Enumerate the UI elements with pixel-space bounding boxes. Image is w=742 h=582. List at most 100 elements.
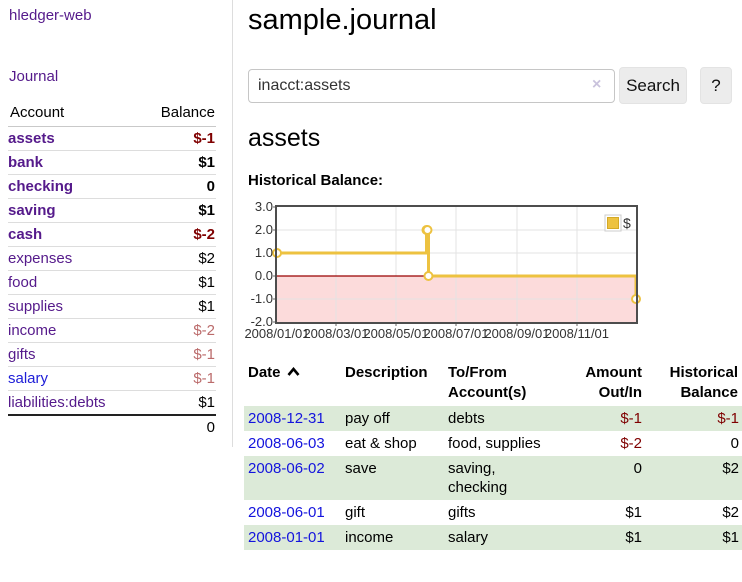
sidebar-account-checking[interactable]: checking: [8, 178, 74, 195]
account-row: income $-2: [8, 318, 216, 343]
sidebar-item-journal[interactable]: Journal: [9, 68, 59, 85]
sidebar-account-saving[interactable]: saving: [8, 202, 56, 219]
help-button[interactable]: ?: [700, 67, 732, 104]
svg-text:$: $: [623, 215, 631, 231]
transaction-accounts: food, supplies: [448, 435, 541, 452]
transaction-amount: $1: [625, 529, 642, 546]
chart-canvas: $: [272, 205, 641, 326]
sidebar-account-bank[interactable]: bank: [8, 154, 44, 171]
account-balance: $2: [139, 246, 216, 271]
transaction-accounts: gifts: [448, 504, 476, 521]
y-axis-tick-label: 0.0: [254, 268, 273, 283]
transaction-amount: $-1: [620, 410, 642, 427]
register-body: 2008-12-31 pay off debts $-1 $-1 2008-06-03 ea…: [244, 406, 742, 550]
sidebar-account-cash[interactable]: cash: [8, 226, 43, 243]
transaction-balance: $2: [722, 460, 739, 477]
transaction-row: 2008-06-01 gift gifts $1 $2: [244, 500, 742, 525]
register-header-tofrom[interactable]: To/From Account(s): [448, 364, 527, 401]
sidebar-account-liabilities-debts[interactable]: liabilities:debts: [8, 394, 106, 411]
sidebar-account-food[interactable]: food: [8, 274, 38, 291]
transaction-balance: $1: [722, 529, 739, 546]
register-table: Date Description To/From Account(s) Amount Ou…: [244, 362, 742, 550]
transaction-description: eat & shop: [345, 435, 417, 452]
account-balance: $-2: [139, 222, 216, 247]
sidebar-account-supplies[interactable]: supplies: [8, 298, 64, 315]
transaction-amount: $-2: [620, 435, 642, 452]
transaction-date-link[interactable]: 2008-06-02: [248, 460, 325, 477]
transaction-date-link[interactable]: 2008-01-01: [248, 529, 325, 546]
transaction-description: pay off: [345, 410, 390, 427]
account-balance: $1: [139, 150, 216, 175]
transaction-balance: $2: [722, 504, 739, 521]
sidebar-account-expenses[interactable]: expenses: [8, 250, 73, 267]
account-balance: $1: [139, 270, 216, 295]
account-row: checking 0: [8, 174, 216, 199]
sidebar-account-salary[interactable]: salary: [8, 370, 49, 387]
x-axis-tick-label: 2008/09/01: [484, 326, 550, 341]
account-balance: $-1: [139, 342, 216, 367]
account-row: expenses $2: [8, 246, 216, 271]
sort-ascending-icon: [287, 367, 300, 376]
account-row: assets $-1: [8, 126, 216, 151]
account-row: bank $1: [8, 150, 216, 175]
y-axis-tick-label: 2.0: [254, 222, 273, 237]
accounts-table: Account Balance assets $-1 bank $1 checking 0…: [8, 101, 216, 439]
account-balance: 0: [139, 174, 216, 199]
account-row: saving $1: [8, 198, 216, 223]
transaction-row: 2008-12-31 pay off debts $-1 $-1: [244, 406, 742, 431]
transaction-row: 2008-06-02 save saving, checking 0 $2: [244, 456, 742, 500]
transaction-amount: $1: [625, 504, 642, 521]
transaction-description: save: [345, 460, 377, 477]
accounts-total-value: 0: [139, 414, 216, 439]
accounts-total-row: 0: [8, 414, 216, 439]
sidebar-account-income[interactable]: income: [8, 322, 57, 339]
register-header-date[interactable]: Date: [244, 362, 341, 406]
transaction-accounts: debts: [448, 410, 485, 427]
account-page-title: assets: [248, 124, 321, 152]
x-axis-tick-label: 2008/05/01: [363, 326, 429, 341]
account-balance: $1: [139, 198, 216, 223]
account-balance: $-2: [139, 318, 216, 343]
account-balance: $1: [139, 390, 216, 416]
account-balance: $-1: [139, 126, 216, 151]
x-axis-tick-label: 2008/07/01: [423, 326, 489, 341]
sidebar-account-assets[interactable]: assets: [8, 130, 55, 147]
chart-label: Historical Balance:: [248, 172, 384, 189]
x-axis-tick-label: 2008/11/01: [544, 326, 610, 341]
sidebar-account-gifts[interactable]: gifts: [8, 346, 36, 363]
register-header-historical[interactable]: Historical Balance: [669, 364, 738, 401]
transaction-date-link[interactable]: 2008-06-03: [248, 435, 325, 452]
account-row: liabilities:debts $1: [8, 390, 216, 416]
transaction-accounts: salary: [448, 529, 489, 546]
transaction-amount: 0: [633, 460, 642, 477]
account-balance: $1: [139, 294, 216, 319]
accounts-header-balance: Balance: [139, 101, 216, 127]
search-input[interactable]: [248, 69, 615, 103]
y-axis-tick-label: 3.0: [254, 199, 273, 214]
register-header-row: Date Description To/From Account(s) Amount Ou…: [244, 362, 742, 406]
account-row: gifts $-1: [8, 342, 216, 367]
transaction-balance: 0: [730, 435, 739, 452]
register-header-amount[interactable]: Amount Out/In: [585, 364, 642, 401]
y-axis-tick-label: 1.0: [254, 245, 273, 260]
account-row: salary $-1: [8, 366, 216, 391]
x-axis-tick-label: 2008/01/01: [244, 326, 310, 341]
transaction-date-link[interactable]: 2008-12-31: [248, 410, 325, 427]
account-row: supplies $1: [8, 294, 216, 319]
accounts-header-account: Account: [8, 101, 140, 127]
clear-search-icon[interactable]: ×: [592, 76, 602, 93]
transaction-date-link[interactable]: 2008-06-01: [248, 504, 325, 521]
register-header-description[interactable]: Description: [345, 364, 428, 381]
account-balance: $-1: [139, 366, 216, 391]
search-button[interactable]: Search: [619, 67, 687, 104]
y-axis-tick-label: -1.0: [250, 291, 273, 306]
x-axis-tick-label: 2008/03/01: [303, 326, 369, 341]
transaction-row: 2008-01-01 income salary $1 $1: [244, 525, 742, 550]
y-axis-tick-label: -2.0: [250, 314, 273, 329]
historical-balance-chart: $ 3.0 2.0 1.0 0.0 -1.0 -2.0 2008/01/01 2008/03/…: [240, 196, 742, 354]
transaction-description: gift: [345, 504, 366, 521]
app-brand-link[interactable]: hledger-web: [9, 7, 92, 24]
transaction-accounts: saving, checking: [448, 460, 508, 496]
sidebar-accounts-body: assets $-1 bank $1 checking 0 saving $1 cash $-2 e…: [8, 126, 216, 416]
transaction-description: income: [345, 529, 394, 546]
